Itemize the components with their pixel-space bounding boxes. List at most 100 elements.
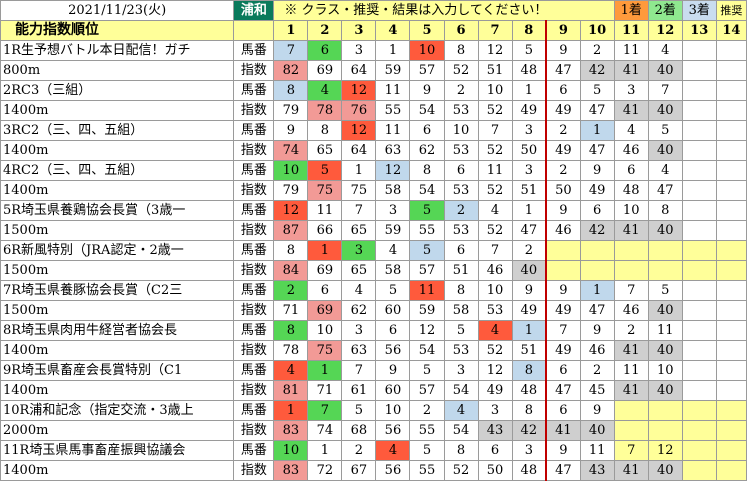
index-value-cell[interactable]: 52 — [477, 100, 513, 121]
index-value-cell[interactable]: 48 — [511, 460, 548, 481]
index-value-cell[interactable]: 67 — [341, 460, 377, 481]
horse-number-cell[interactable]: 1 — [375, 40, 411, 61]
horse-number-cell[interactable]: 7 — [273, 40, 309, 61]
index-value-cell[interactable] — [681, 180, 717, 201]
horse-number-cell[interactable]: 11 — [613, 360, 649, 381]
horse-number-cell[interactable]: 5 — [409, 360, 445, 381]
race-name[interactable]: 5R埼玉県養鶏協会長賞（3歳一 — [0, 200, 235, 221]
horse-number-cell[interactable]: 6 — [613, 160, 649, 181]
horse-number-cell[interactable] — [681, 400, 717, 421]
index-value-cell[interactable]: 41 — [613, 100, 649, 121]
index-value-cell[interactable]: 48 — [511, 380, 548, 401]
index-value-cell[interactable] — [715, 60, 748, 81]
index-value-cell[interactable]: 75 — [307, 180, 343, 201]
index-value-cell[interactable] — [715, 300, 748, 321]
horse-number-cell[interactable]: 9 — [545, 200, 581, 221]
horse-number-cell[interactable] — [681, 40, 717, 61]
index-value-cell[interactable] — [613, 260, 649, 281]
index-value-cell[interactable]: 54 — [409, 180, 445, 201]
horse-number-cell[interactable]: 4 — [307, 80, 343, 101]
horse-number-cell[interactable] — [681, 240, 717, 261]
index-value-cell[interactable]: 58 — [375, 180, 411, 201]
race-name[interactable]: 1R生予想バトル本日配信！ガチ — [0, 40, 235, 61]
horse-number-cell[interactable] — [681, 320, 717, 341]
horse-number-cell[interactable]: 4 — [273, 360, 309, 381]
horse-number-cell[interactable]: 1 — [273, 400, 309, 421]
horse-number-cell[interactable]: 9 — [579, 320, 615, 341]
horse-number-cell[interactable]: 12 — [477, 40, 513, 61]
horse-number-cell[interactable]: 11 — [613, 40, 649, 61]
horse-number-cell[interactable] — [715, 280, 748, 301]
horse-number-cell[interactable]: 5 — [647, 280, 683, 301]
index-value-cell[interactable]: 50 — [511, 140, 548, 161]
index-value-cell[interactable]: 52 — [477, 340, 513, 361]
index-value-cell[interactable] — [715, 340, 748, 361]
index-value-cell[interactable]: 47 — [579, 100, 615, 121]
horse-number-cell[interactable]: 2 — [579, 360, 615, 381]
index-value-cell[interactable]: 60 — [375, 380, 411, 401]
index-value-cell[interactable]: 41 — [613, 460, 649, 481]
index-value-cell[interactable]: 40 — [647, 380, 683, 401]
index-value-cell[interactable]: 49 — [511, 100, 548, 121]
race-name[interactable]: 6R新風特別（JRA認定・2歳一 — [0, 240, 235, 261]
horse-number-cell[interactable]: 8 — [511, 360, 548, 381]
index-value-cell[interactable]: 53 — [477, 300, 513, 321]
horse-number-cell[interactable]: 8 — [443, 280, 479, 301]
horse-number-cell[interactable]: 11 — [477, 160, 513, 181]
horse-number-cell[interactable]: 11 — [307, 200, 343, 221]
horse-number-cell[interactable]: 10 — [273, 440, 309, 461]
index-value-cell[interactable]: 53 — [443, 140, 479, 161]
horse-number-cell[interactable]: 5 — [409, 440, 445, 461]
index-value-cell[interactable] — [715, 180, 748, 201]
horse-number-cell[interactable]: 7 — [613, 440, 649, 461]
index-value-cell[interactable]: 79 — [273, 100, 309, 121]
index-value-cell[interactable]: 78 — [307, 100, 343, 121]
index-value-cell[interactable]: 48 — [613, 180, 649, 201]
horse-number-cell[interactable]: 11 — [409, 280, 445, 301]
race-name[interactable]: 3RC2（三、四、五組） — [0, 120, 235, 141]
horse-number-cell[interactable]: 1 — [307, 360, 343, 381]
horse-number-cell[interactable]: 9 — [545, 40, 581, 61]
horse-number-cell[interactable] — [715, 40, 748, 61]
index-value-cell[interactable]: 47 — [579, 140, 615, 161]
index-value-cell[interactable]: 55 — [375, 100, 411, 121]
index-value-cell[interactable]: 47 — [647, 180, 683, 201]
index-value-cell[interactable] — [715, 420, 748, 441]
horse-number-cell[interactable]: 7 — [545, 320, 581, 341]
index-value-cell[interactable]: 69 — [307, 260, 343, 281]
index-value-cell[interactable]: 50 — [477, 460, 513, 481]
index-value-cell[interactable] — [613, 420, 649, 441]
horse-number-cell[interactable]: 7 — [341, 360, 377, 381]
index-value-cell[interactable] — [715, 260, 748, 281]
index-value-cell[interactable]: 55 — [409, 460, 445, 481]
horse-number-cell[interactable]: 9 — [409, 80, 445, 101]
race-name[interactable]: 9R埼玉県畜産会長賞特別（C1 — [0, 360, 235, 381]
index-value-cell[interactable]: 54 — [409, 340, 445, 361]
index-value-cell[interactable]: 74 — [273, 140, 309, 161]
index-value-cell[interactable]: 41 — [613, 380, 649, 401]
index-value-cell[interactable]: 51 — [511, 340, 548, 361]
horse-number-cell[interactable]: 10 — [375, 400, 411, 421]
horse-number-cell[interactable]: 4 — [647, 40, 683, 61]
horse-number-cell[interactable]: 1 — [579, 280, 615, 301]
horse-number-cell[interactable]: 7 — [341, 200, 377, 221]
index-value-cell[interactable]: 51 — [443, 260, 479, 281]
index-value-cell[interactable]: 69 — [307, 300, 343, 321]
race-distance[interactable]: 1400m — [0, 460, 235, 481]
index-value-cell[interactable]: 45 — [579, 380, 615, 401]
horse-number-cell[interactable]: 6 — [307, 40, 343, 61]
horse-number-cell[interactable]: 8 — [273, 80, 309, 101]
index-value-cell[interactable]: 52 — [443, 60, 479, 81]
index-value-cell[interactable]: 49 — [545, 140, 581, 161]
horse-number-cell[interactable]: 2 — [341, 440, 377, 461]
index-value-cell[interactable]: 81 — [273, 380, 309, 401]
horse-number-cell[interactable]: 7 — [647, 80, 683, 101]
horse-number-cell[interactable]: 10 — [613, 200, 649, 221]
index-value-cell[interactable]: 62 — [341, 300, 377, 321]
horse-number-cell[interactable] — [681, 440, 717, 461]
index-value-cell[interactable] — [579, 260, 615, 281]
horse-number-cell[interactable] — [715, 200, 748, 221]
horse-number-cell[interactable] — [613, 400, 649, 421]
index-value-cell[interactable]: 59 — [375, 60, 411, 81]
horse-number-cell[interactable]: 3 — [511, 440, 548, 461]
